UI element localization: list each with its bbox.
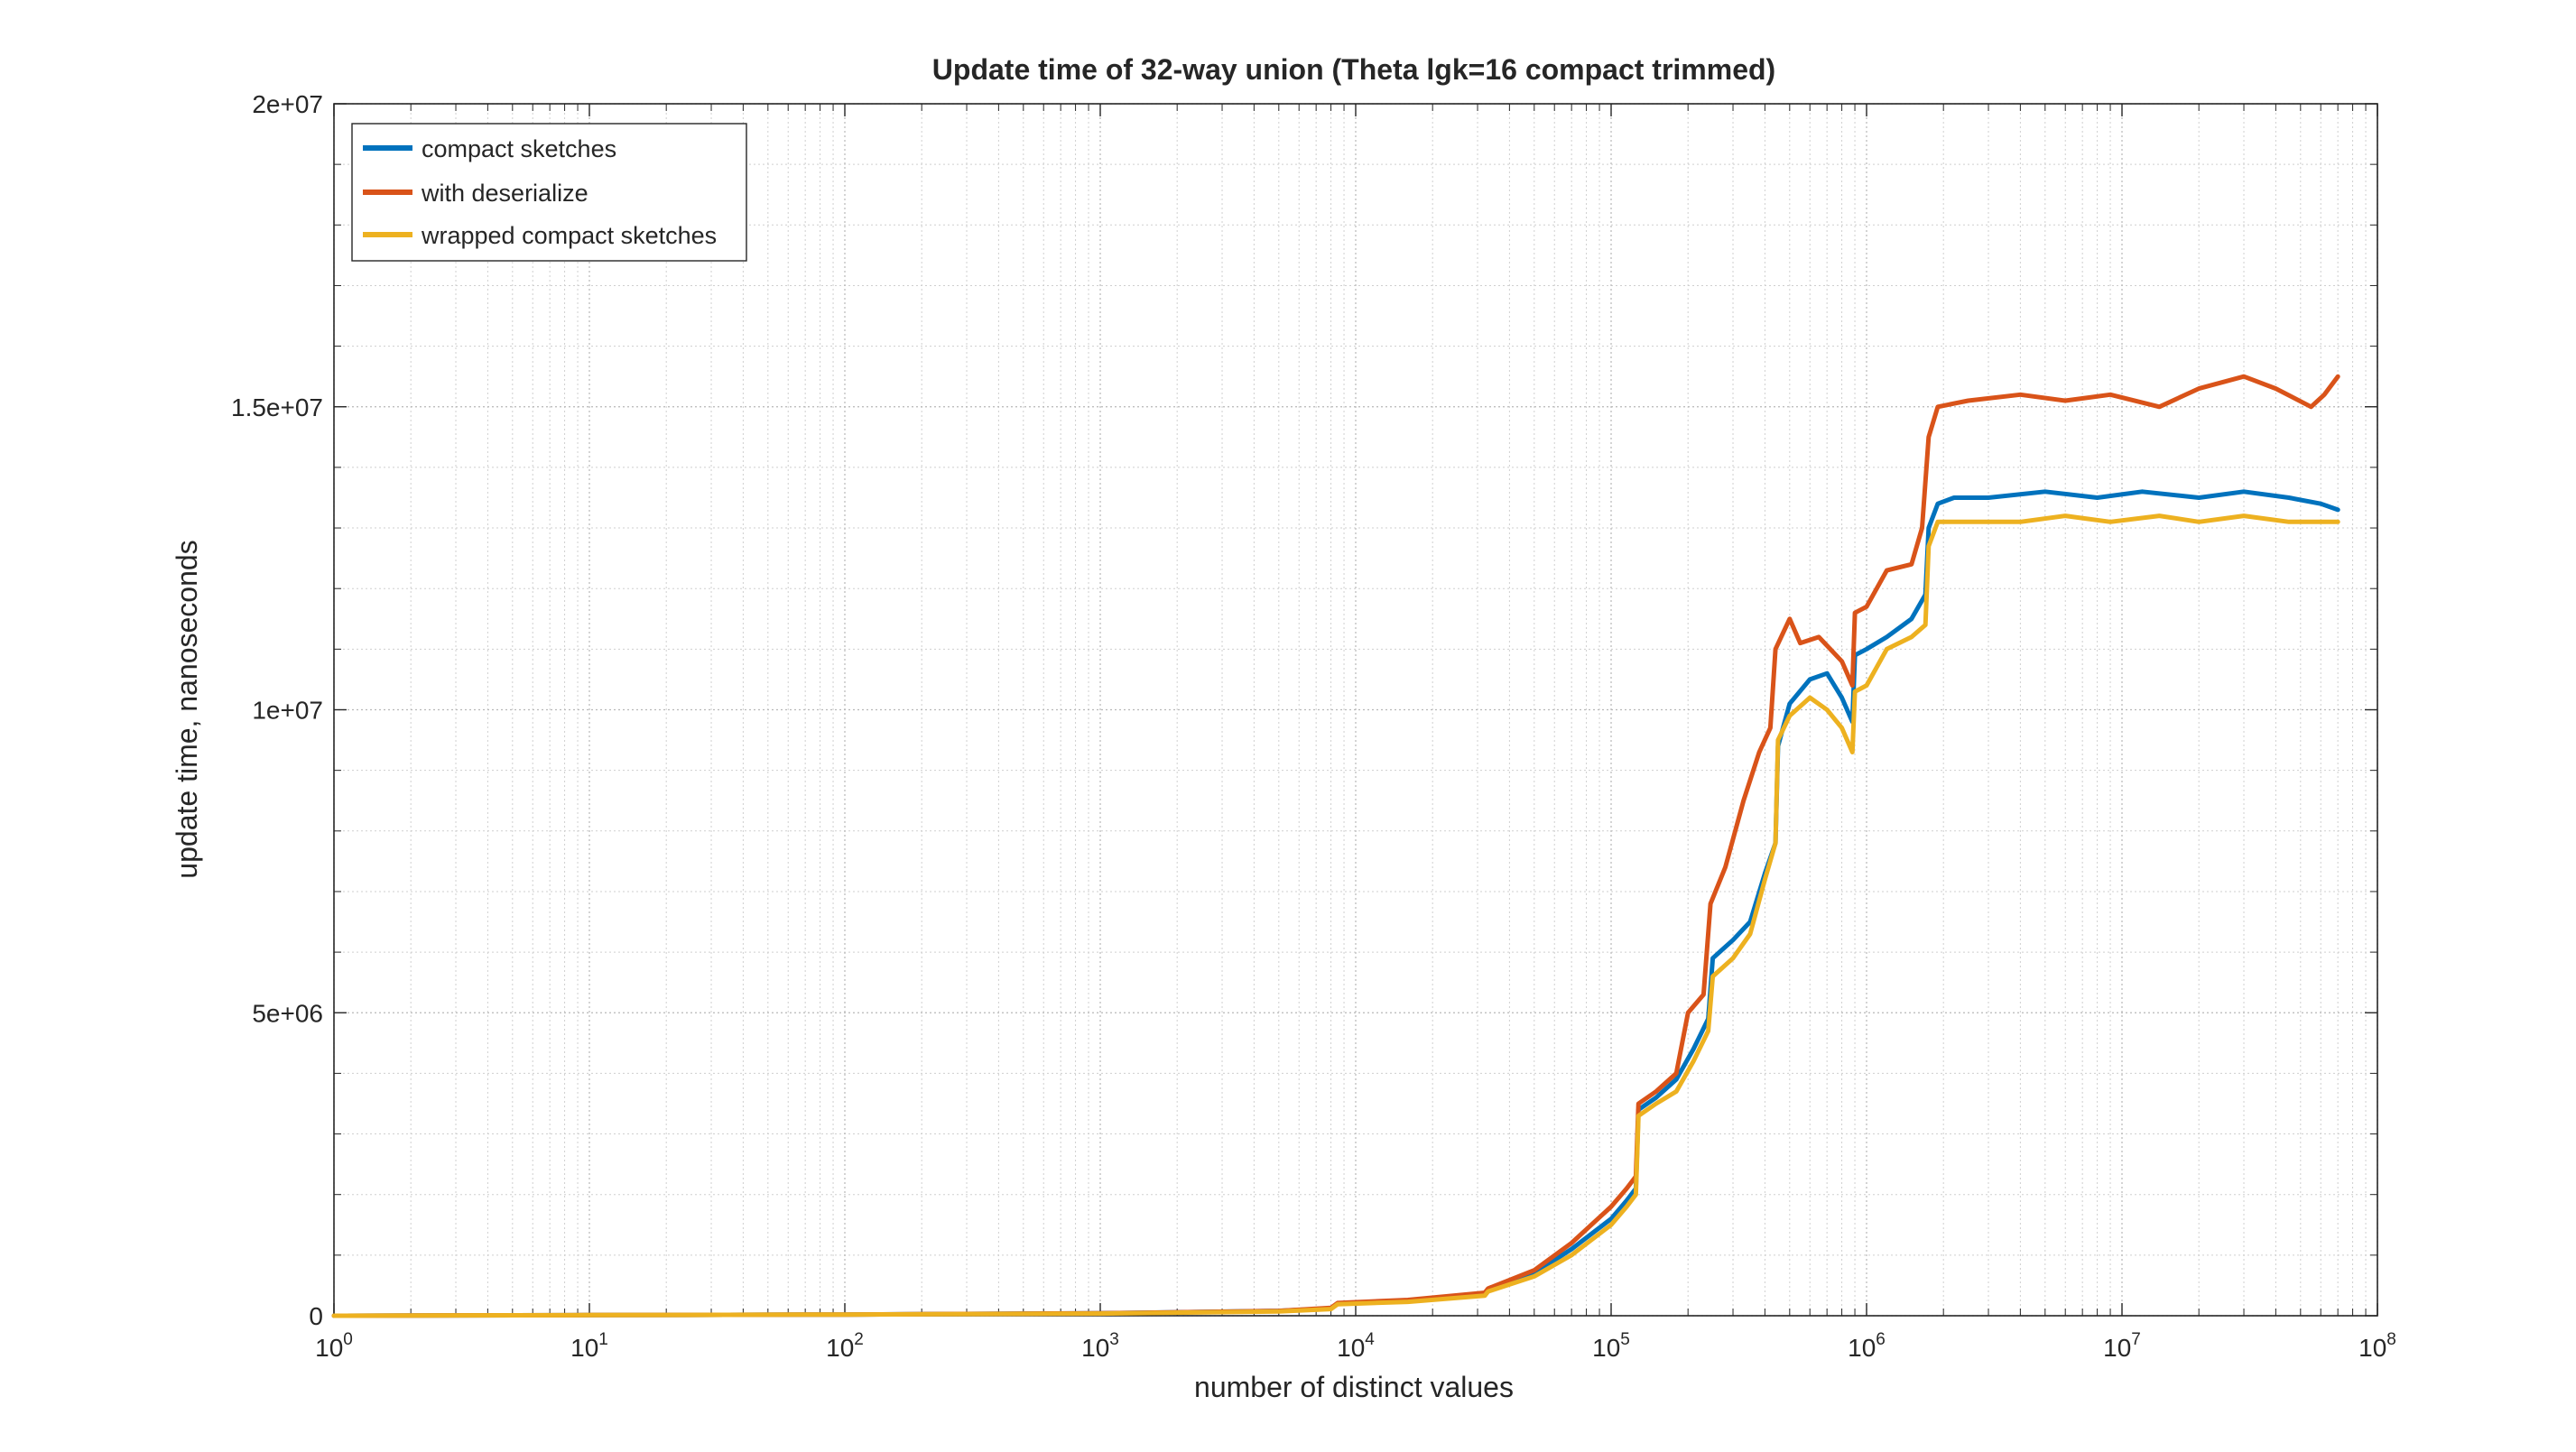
series-line-2 [331,513,2340,1318]
axis-ticks: 100 101 102 103 104 105 106 107 108 0 5e+06 1e+07 1.… [231,90,2396,1362]
x-tick-label: 105 [1592,1330,1630,1362]
legend-label-with-deserialize: with deserialize [421,180,588,207]
legend-box [351,123,747,262]
x-tick-label: 102 [826,1330,864,1362]
x-tick-label: 101 [570,1330,608,1362]
y-tick-label: 5e+06 [252,999,323,1027]
x-tick-label: 100 [315,1330,353,1362]
x-tick-label: 106 [1848,1330,1886,1362]
x-tick-label: 108 [2358,1330,2396,1362]
y-tick-label: 0 [309,1302,323,1330]
y-tick-label: 2e+07 [252,90,323,118]
legend-label-compact-sketches: compact sketches [422,135,616,162]
chart-title: Update time of 32-way union (Theta lgk=1… [932,53,1775,86]
x-tick-label: 104 [1337,1330,1375,1362]
y-tick-label: 1.5e+07 [231,393,323,421]
x-tick-label: 107 [2103,1330,2141,1362]
legend-label-wrapped-compact-sketches: wrapped compact sketches [421,222,717,249]
x-axis-label: number of distinct values [1194,1371,1514,1403]
x-tick-label: 103 [1081,1330,1119,1362]
y-axis-label: update time, nanoseconds [171,540,203,878]
legend: compact sketches with deserialize wrappe… [351,123,747,262]
y-tick-label: 1e+07 [252,697,323,725]
data-series [331,374,2340,1318]
